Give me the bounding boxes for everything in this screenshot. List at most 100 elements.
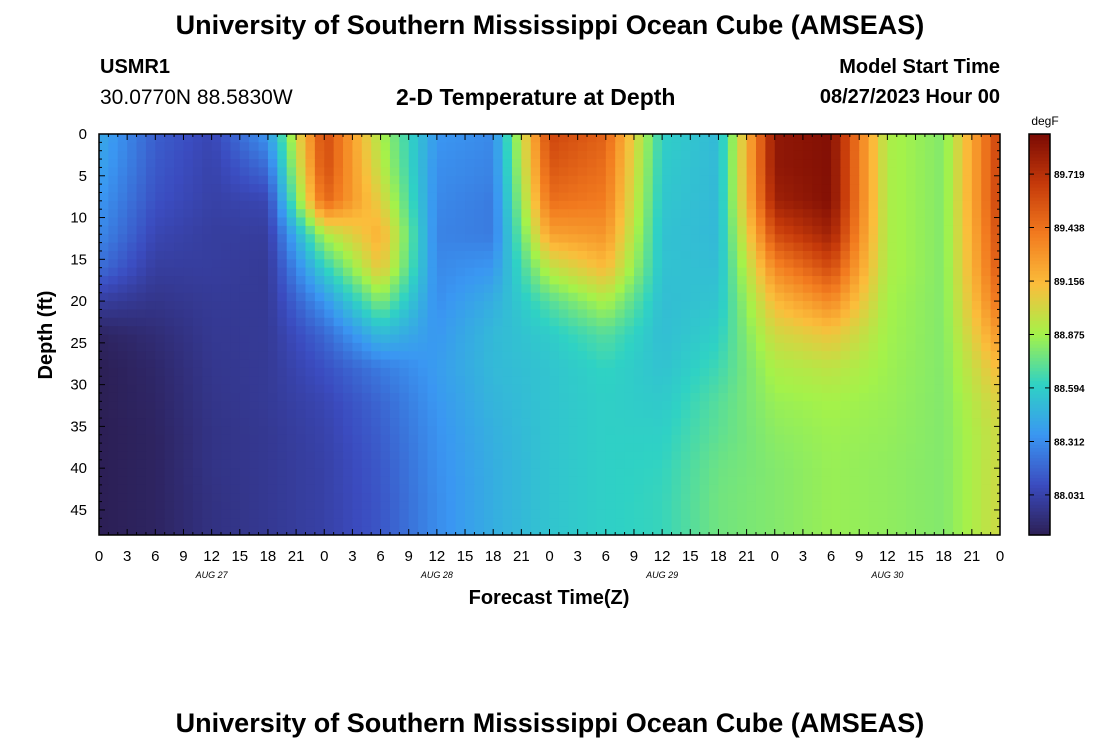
heatmap-cell xyxy=(145,476,156,486)
heatmap-cell xyxy=(258,376,269,386)
heatmap-cell xyxy=(145,468,156,478)
heatmap-cell xyxy=(549,342,560,352)
heatmap-cell xyxy=(558,217,569,227)
heatmap-cell xyxy=(343,242,354,252)
heatmap-cell xyxy=(352,459,363,469)
heatmap-cell xyxy=(587,468,598,478)
heatmap-cell xyxy=(192,209,203,219)
heatmap-cell xyxy=(755,209,766,219)
heatmap-cell xyxy=(164,159,175,169)
heatmap-cell xyxy=(455,351,466,361)
heatmap-cell xyxy=(502,459,513,469)
heatmap-cell xyxy=(718,376,729,386)
x-tick-label: 18 xyxy=(485,548,502,565)
heatmap-cell xyxy=(981,509,992,519)
heatmap-cell xyxy=(840,134,851,143)
heatmap-cell xyxy=(446,501,457,511)
heatmap-cell xyxy=(690,526,701,535)
heatmap-cell xyxy=(211,175,222,185)
heatmap-cell xyxy=(502,376,513,386)
heatmap-cell xyxy=(755,259,766,269)
heatmap-cell xyxy=(408,184,419,194)
heatmap-cell xyxy=(680,142,691,152)
heatmap-cell xyxy=(502,443,513,453)
heatmap-cell xyxy=(605,351,616,361)
heatmap-cell xyxy=(887,451,898,461)
heatmap-cell xyxy=(671,459,682,469)
heatmap-cell xyxy=(352,175,363,185)
heatmap-cell xyxy=(221,159,231,169)
heatmap-cell xyxy=(953,426,964,436)
heatmap-cell xyxy=(221,376,231,386)
heatmap-cell xyxy=(812,443,823,453)
heatmap-cell xyxy=(164,459,175,469)
heatmap-cell xyxy=(352,326,363,336)
heatmap-cell xyxy=(662,217,673,227)
heatmap-cell xyxy=(136,376,147,386)
heatmap-cell xyxy=(802,250,813,260)
heatmap-cell xyxy=(868,443,879,453)
heatmap-cell xyxy=(127,426,138,436)
heatmap-cell xyxy=(418,259,429,269)
heatmap-cell xyxy=(258,451,269,461)
heatmap-cell xyxy=(774,476,785,486)
heatmap-cell xyxy=(680,443,691,453)
heatmap-cell xyxy=(981,351,992,361)
x-tick-label: 6 xyxy=(602,548,610,565)
heatmap-cell xyxy=(230,159,241,169)
heatmap-cell xyxy=(615,267,626,277)
heatmap-cell xyxy=(802,317,813,327)
heatmap-cell xyxy=(521,184,532,194)
heatmap-cell xyxy=(840,292,851,302)
colorbar-strip xyxy=(1029,140,1050,145)
heatmap-cell xyxy=(587,359,598,369)
heatmap-cell xyxy=(324,501,335,511)
heatmap-cell xyxy=(896,175,907,185)
heatmap-cell xyxy=(831,159,842,169)
heatmap-cell xyxy=(183,167,194,177)
heatmap-cell xyxy=(164,468,175,478)
heatmap-cell xyxy=(981,392,992,402)
heatmap-cell xyxy=(192,317,203,327)
heatmap-cell xyxy=(990,526,1000,535)
heatmap-cell xyxy=(436,484,447,494)
heatmap-cell xyxy=(549,217,560,227)
heatmap-cell xyxy=(164,426,175,436)
heatmap-cell xyxy=(436,509,447,519)
heatmap-cell xyxy=(887,250,898,260)
heatmap-cell xyxy=(868,267,879,277)
heatmap-cell xyxy=(568,501,579,511)
heatmap-cell xyxy=(361,200,372,210)
heatmap-cell xyxy=(427,200,438,210)
heatmap-cell xyxy=(389,468,400,478)
heatmap-cell xyxy=(727,451,738,461)
heatmap-cell xyxy=(558,376,569,386)
heatmap-cell xyxy=(709,359,720,369)
heatmap-cell xyxy=(211,409,222,419)
heatmap-cell xyxy=(549,476,560,486)
heatmap-cell xyxy=(211,342,222,352)
heatmap-cell xyxy=(840,359,851,369)
heatmap-cell xyxy=(371,443,382,453)
heatmap-cell xyxy=(558,518,569,528)
heatmap-cell xyxy=(577,401,588,411)
heatmap-cell xyxy=(868,301,879,311)
heatmap-cell xyxy=(99,484,109,494)
heatmap-cell xyxy=(802,159,813,169)
heatmap-cell xyxy=(530,317,541,327)
heatmap-cell xyxy=(849,443,860,453)
heatmap-cell xyxy=(774,175,785,185)
heatmap-cell xyxy=(183,409,194,419)
heatmap-cell xyxy=(493,217,504,227)
heatmap-cell xyxy=(680,209,691,219)
heatmap-cell xyxy=(859,259,870,269)
heatmap-cell xyxy=(136,434,147,444)
heatmap-cell xyxy=(530,284,541,294)
heatmap-cell xyxy=(755,376,766,386)
heatmap-cell xyxy=(211,476,222,486)
heatmap-cell xyxy=(361,234,372,244)
heatmap-cell xyxy=(408,484,419,494)
heatmap-cell xyxy=(521,150,532,160)
heatmap-cell xyxy=(746,234,757,244)
heatmap-cell xyxy=(427,225,438,235)
